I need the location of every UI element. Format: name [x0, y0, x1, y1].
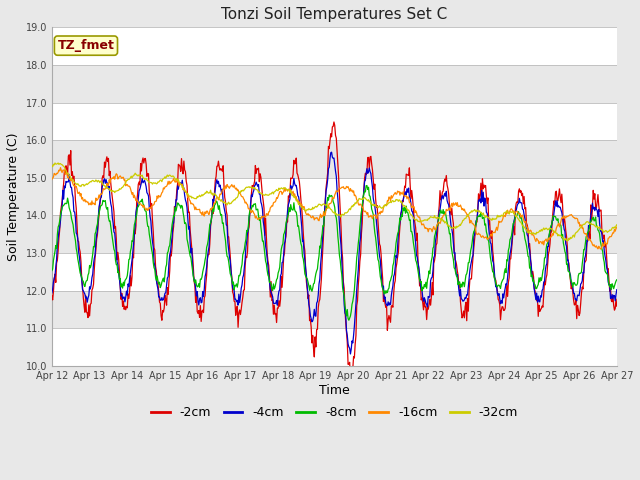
-8cm — [58, 204, 66, 210]
Bar — [52, 27, 617, 65]
-16cm — [204, 211, 212, 216]
Title: Tonzi Soil Temperatures Set C: Tonzi Soil Temperatures Set C — [221, 7, 447, 22]
-4cm — [613, 287, 621, 292]
-2cm — [48, 293, 56, 299]
-2cm — [173, 181, 181, 187]
-4cm — [421, 297, 429, 303]
Bar — [52, 216, 617, 253]
-4cm — [48, 290, 56, 296]
-16cm — [59, 167, 67, 173]
-32cm — [204, 190, 212, 196]
-4cm — [328, 149, 335, 155]
-2cm — [421, 304, 429, 310]
-4cm — [173, 183, 181, 189]
-4cm — [204, 255, 211, 261]
Bar — [52, 140, 617, 178]
-8cm — [421, 284, 429, 290]
Legend: -2cm, -4cm, -8cm, -16cm, -32cm: -2cm, -4cm, -8cm, -16cm, -32cm — [146, 401, 523, 424]
-2cm — [58, 198, 66, 204]
-8cm — [363, 183, 371, 189]
-16cm — [613, 225, 621, 230]
Bar — [52, 65, 617, 103]
-8cm — [173, 200, 181, 206]
-8cm — [613, 277, 621, 283]
-32cm — [48, 163, 56, 169]
-16cm — [596, 246, 604, 252]
Line: -4cm: -4cm — [52, 152, 617, 354]
-16cm — [404, 194, 412, 200]
-16cm — [117, 174, 125, 180]
-32cm — [175, 177, 182, 182]
Bar — [52, 290, 617, 328]
-16cm — [175, 180, 182, 186]
-2cm — [116, 284, 124, 290]
Line: -32cm: -32cm — [52, 163, 617, 241]
Bar — [52, 103, 617, 140]
Line: -8cm: -8cm — [52, 186, 617, 320]
-16cm — [57, 165, 65, 170]
-2cm — [204, 256, 211, 262]
X-axis label: Time: Time — [319, 384, 349, 396]
Line: -2cm: -2cm — [52, 122, 617, 380]
-4cm — [116, 283, 124, 289]
Line: -16cm: -16cm — [52, 168, 617, 249]
-16cm — [420, 223, 428, 229]
-2cm — [404, 173, 412, 179]
-32cm — [613, 222, 621, 228]
-8cm — [345, 317, 353, 323]
Text: TZ_fmet: TZ_fmet — [58, 39, 115, 52]
-16cm — [48, 177, 56, 182]
-2cm — [330, 119, 338, 125]
-8cm — [48, 268, 56, 274]
-32cm — [404, 207, 412, 213]
-32cm — [59, 163, 67, 168]
Bar — [52, 328, 617, 366]
-4cm — [347, 351, 355, 357]
-8cm — [204, 241, 211, 247]
-8cm — [116, 276, 124, 281]
Bar — [52, 253, 617, 290]
Y-axis label: Soil Temperature (C): Soil Temperature (C) — [7, 132, 20, 261]
-2cm — [348, 377, 356, 383]
-8cm — [404, 213, 412, 219]
-32cm — [117, 186, 125, 192]
-2cm — [613, 303, 621, 309]
-4cm — [58, 204, 66, 210]
-32cm — [563, 238, 570, 244]
Bar — [52, 178, 617, 216]
-4cm — [404, 185, 412, 191]
-32cm — [51, 160, 59, 166]
-32cm — [420, 217, 428, 223]
